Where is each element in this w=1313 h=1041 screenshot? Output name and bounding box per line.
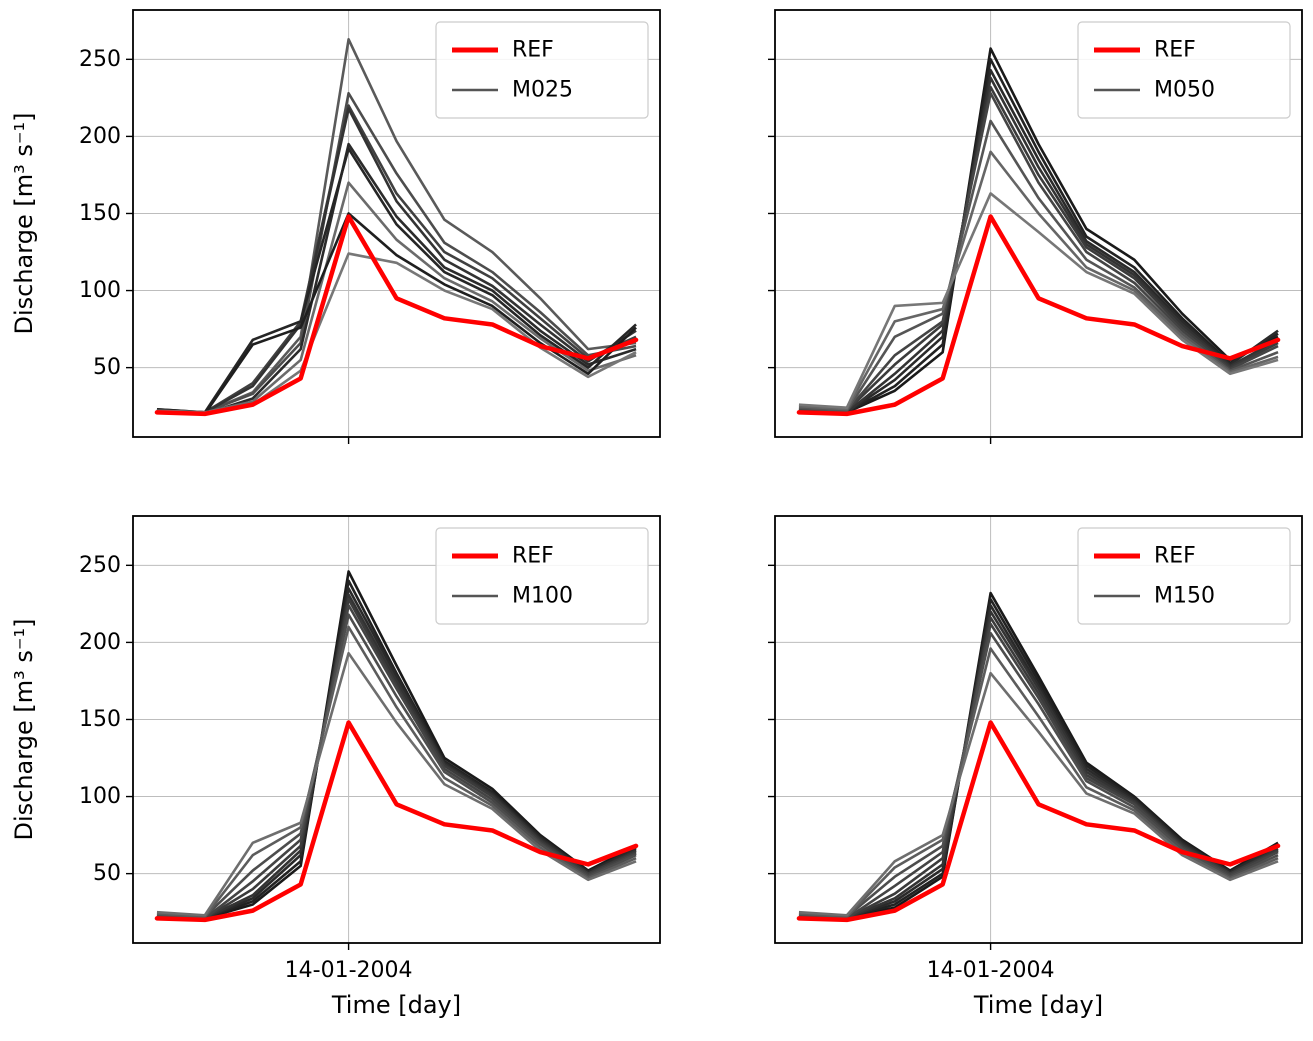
plot-border <box>132 9 661 438</box>
legend-label: REF <box>1154 38 1196 63</box>
y-tick-label: 100 <box>79 784 121 809</box>
ensemble-line <box>798 604 1279 920</box>
y-tick-label: 150 <box>79 707 121 732</box>
ensemble-line <box>798 85 1279 413</box>
legend-label: REF <box>512 544 554 569</box>
y-axis-label: Discharge [m³ s⁻¹] <box>10 619 38 841</box>
subplot-m025: 50 100 150 200 250 Discharge [m³ s⁻¹] REF M025 <box>10 9 661 444</box>
ensemble-line <box>156 613 637 919</box>
legend-box <box>435 21 649 119</box>
y-tick-label: 150 <box>79 201 121 226</box>
subplot-m150: 14-01-2004 Time [day] REF M150 <box>768 515 1303 1019</box>
ensemble-line <box>798 622 1279 920</box>
ensemble-line <box>798 47 1279 414</box>
legend-box <box>435 527 649 625</box>
y-tick-label: 50 <box>93 861 121 886</box>
ensemble-line <box>156 147 637 414</box>
ref-line <box>796 720 1281 923</box>
ensemble-line <box>156 587 637 920</box>
x-tick-label: 14-01-2004 <box>927 958 1055 983</box>
ref-line <box>796 214 1281 417</box>
ensemble-line <box>798 68 1279 414</box>
y-tick-label: 250 <box>79 47 121 72</box>
x-axis-label: Time [day] <box>973 991 1103 1019</box>
x-tick-label: 14-01-2004 <box>285 958 413 983</box>
legend-label: M050 <box>1154 78 1215 103</box>
ensemble-line <box>156 593 637 920</box>
subplot-m050: REF M050 <box>768 9 1303 444</box>
plot-border <box>132 515 661 944</box>
plot-border <box>774 515 1303 944</box>
ensemble-line <box>156 651 637 917</box>
ensemble-line <box>798 610 1279 920</box>
ensemble-line <box>156 142 637 416</box>
y-tick-label: 200 <box>79 630 121 655</box>
ensemble-line <box>156 604 637 920</box>
ensemble-line <box>798 150 1279 411</box>
ensemble-line <box>156 107 637 414</box>
ensemble-line <box>798 76 1279 414</box>
ref-line <box>154 214 639 417</box>
plot-border <box>774 9 1303 438</box>
y-tick-label: 100 <box>79 278 121 303</box>
ensemble-line <box>798 597 1279 920</box>
y-tick-label: 200 <box>79 124 121 149</box>
ensemble-line <box>798 647 1279 919</box>
ensemble-line <box>156 597 637 920</box>
ensemble-line <box>156 212 637 416</box>
x-axis-label: Time [day] <box>331 991 461 1019</box>
ref-line <box>154 720 639 923</box>
ensemble-line <box>798 671 1279 917</box>
ensemble-line <box>798 91 1279 413</box>
subplot-m100: 50 100 150 200 250 14-01-2004 Time [day] Discha… <box>10 515 661 1019</box>
ensemble-line <box>798 119 1279 413</box>
ensemble-line <box>156 104 637 414</box>
ensemble-line <box>156 579 637 920</box>
ensemble-line <box>156 91 637 414</box>
y-tick-label: 250 <box>79 553 121 578</box>
legend-box <box>1077 21 1291 119</box>
legend-label: M100 <box>512 584 573 609</box>
legend-label: REF <box>512 38 554 63</box>
y-tick-label: 50 <box>93 355 121 380</box>
legend-label: M150 <box>1154 584 1215 609</box>
ensemble-line <box>798 58 1279 414</box>
legend-label: M025 <box>512 78 573 103</box>
ensemble-line <box>798 591 1279 920</box>
legend-label: REF <box>1154 544 1196 569</box>
y-axis-label: Discharge [m³ s⁻¹] <box>10 113 38 335</box>
legend-box <box>1077 527 1291 625</box>
